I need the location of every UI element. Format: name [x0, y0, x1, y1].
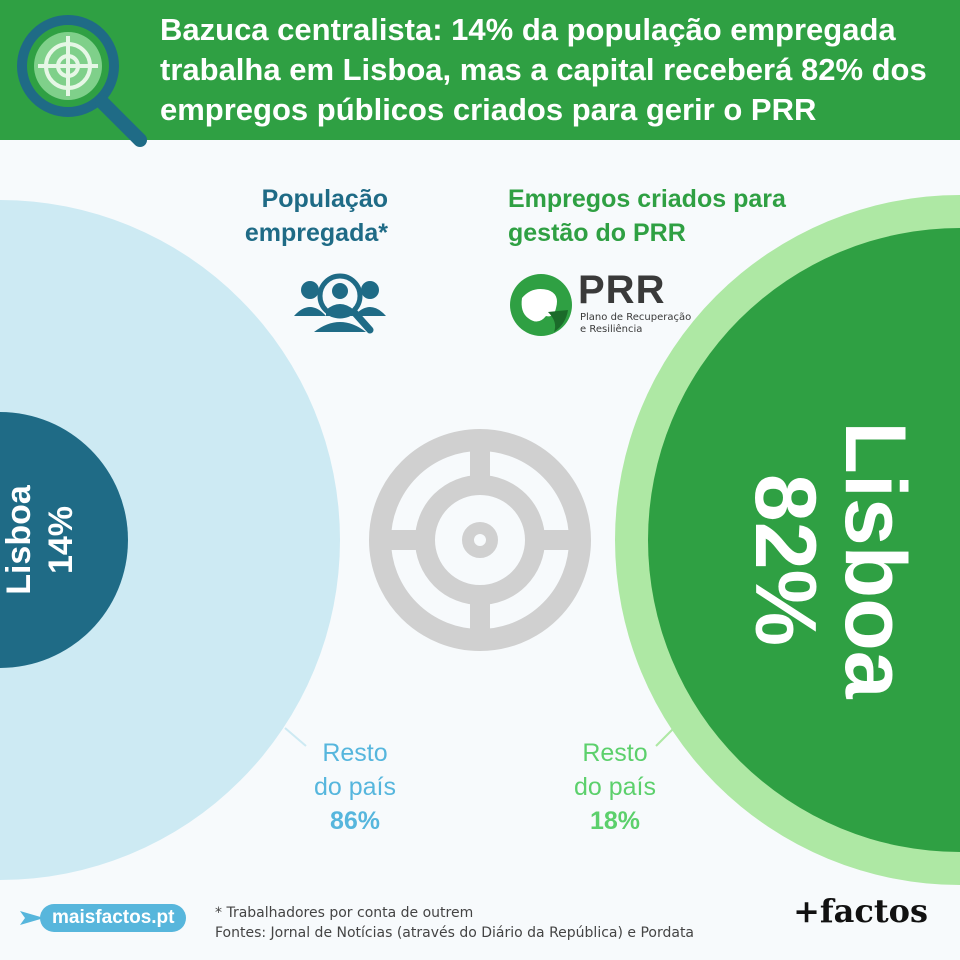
- brand-logo: +factos: [793, 892, 928, 930]
- left-inner-circle: [0, 412, 128, 668]
- site-link[interactable]: maisfactos.pt: [18, 903, 188, 933]
- footer-notes: * Trabalhadores por conta de outrem Font…: [215, 903, 694, 943]
- right-outer-value: 18%: [589, 807, 641, 835]
- left-callout-line: [284, 727, 307, 747]
- left-outer-value: 86%: [329, 807, 381, 835]
- left-inner-value: 14%: [42, 505, 80, 575]
- left-outer-circle: [0, 200, 340, 880]
- right-inner-label: Lisboa 82%: [737, 350, 923, 770]
- right-inner-circle: [648, 228, 960, 852]
- left-outer-label: Resto do país 86%: [313, 739, 396, 835]
- left-inner-name: Lisboa: [0, 485, 38, 595]
- right-callout-line: [655, 727, 675, 747]
- population-label: População empregada*: [244, 185, 388, 247]
- target-icon: [369, 429, 591, 651]
- sources: Fontes: Jornal de Notícias (através do D…: [215, 925, 695, 941]
- people-search-icon: [294, 273, 386, 334]
- prr-jobs-label: Empregos criados para gestão do PRR: [508, 185, 786, 247]
- send-icon: [20, 911, 44, 925]
- site-url[interactable]: maisfactos.pt: [40, 904, 187, 932]
- right-inner-name: Lisboa: [827, 421, 923, 699]
- comparison-chart: [0, 195, 960, 885]
- magnifier-target-icon: [17, 15, 147, 147]
- right-inner-value: 82%: [737, 473, 833, 647]
- header-banner: Bazuca centralista: 14% da população emp…: [0, 0, 960, 147]
- prr-logo: PRR Plano de Recuperação e Resiliência: [508, 268, 708, 342]
- page-title: Bazuca centralista: 14% da população emp…: [160, 12, 927, 127]
- prr-logo-mark: [510, 274, 572, 336]
- right-outer-label: Resto do país 18%: [573, 739, 656, 835]
- infographic-body: População empregada* Empregos criados pa…: [0, 140, 960, 960]
- prr-logo-subtitle: Plano de Recuperação e Resiliência: [580, 312, 692, 335]
- left-inner-label: Lisboa 14%: [0, 445, 87, 635]
- prr-logo-text: PRR: [578, 268, 666, 312]
- footnote: * Trabalhadores por conta de outrem: [215, 905, 474, 921]
